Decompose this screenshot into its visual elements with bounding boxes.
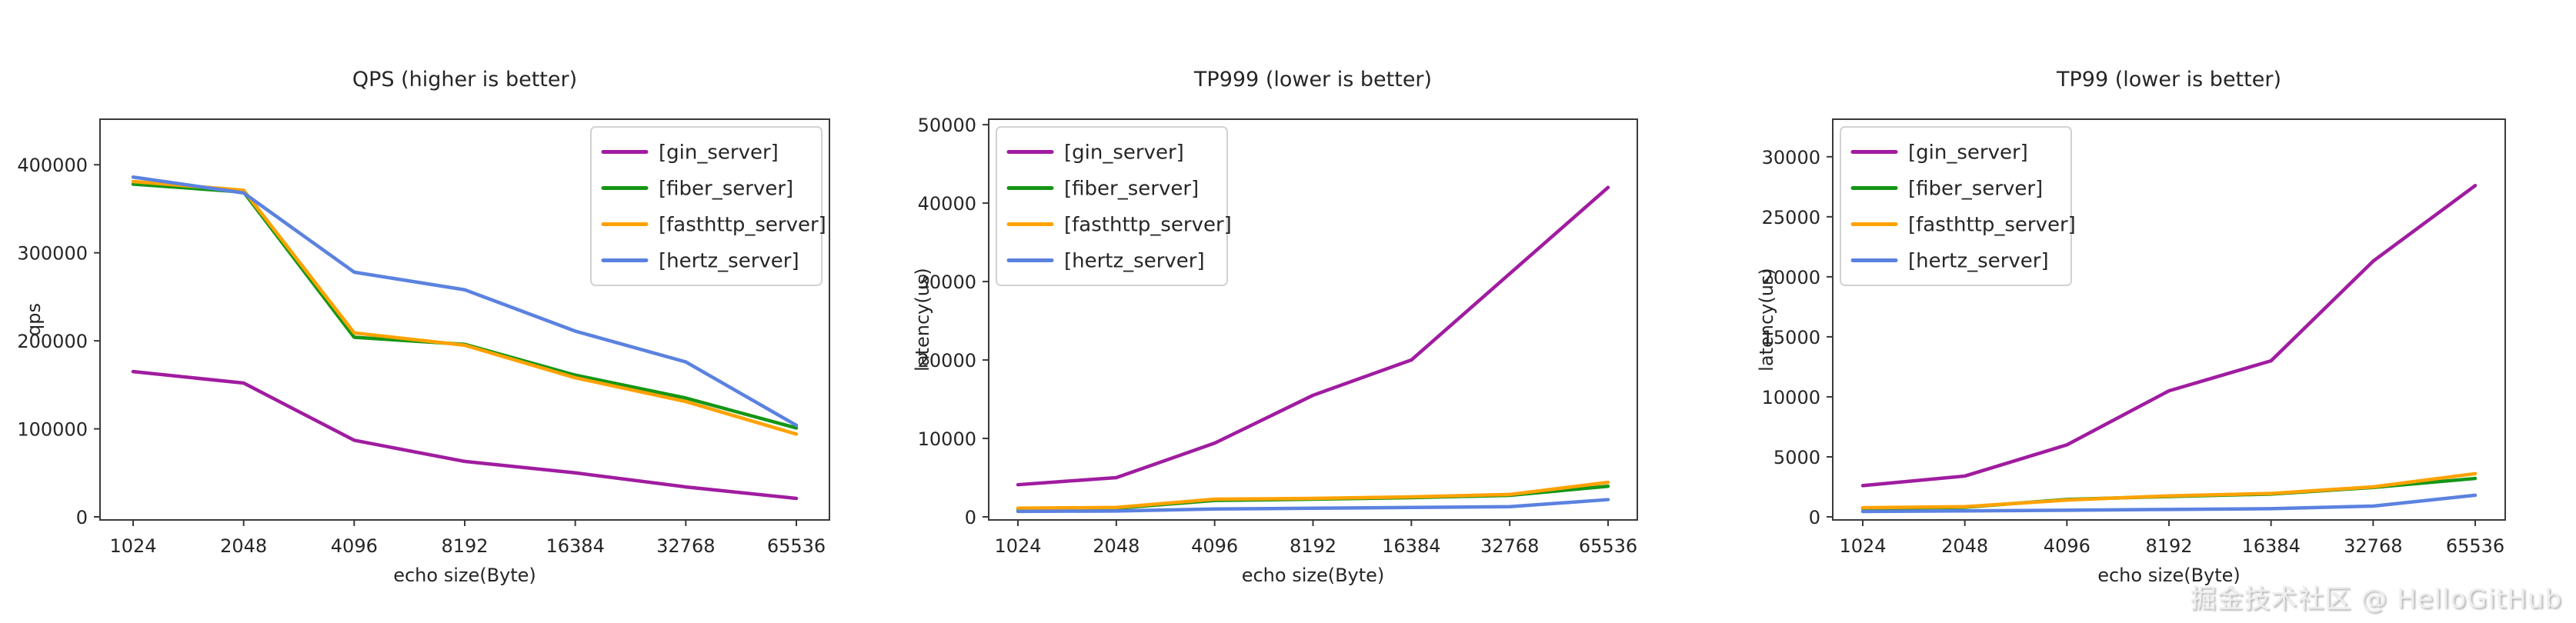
- chart-panel-tp99: TP99 (lower is better) 0 5000 10000 15000 200…: [1756, 68, 2506, 586]
- y-axis-label: latency(us): [912, 268, 933, 371]
- x-tick-label: 2048: [1093, 535, 1140, 557]
- line-gin_server: [1016, 185, 1610, 487]
- chart-title: TP99 (lower is better): [2056, 68, 2281, 92]
- legend: [gin_server] [fiber_server] [fasthttp_serv…: [590, 126, 826, 286]
- y-tick-label: 300000: [17, 243, 88, 265]
- y-tick-label: 15000: [1762, 327, 1820, 348]
- legend-label: [gin_server]: [1064, 142, 1184, 165]
- x-tick-label: 4096: [2044, 535, 2090, 557]
- y-tick-label: 25000: [1762, 207, 1820, 228]
- chart-panel-qps: QPS (higher is better) 0 100000 200000 30000…: [17, 68, 830, 586]
- x-tick-label: 8192: [2145, 535, 2192, 557]
- line-gin_server: [1860, 184, 2478, 488]
- y-tick-label: 30000: [1762, 147, 1820, 168]
- x-tick-label: 32768: [2344, 535, 2402, 557]
- x-tick-label: 1024: [109, 535, 156, 557]
- x-tick-label: 65536: [767, 535, 826, 557]
- y-tick-label: 400000: [17, 155, 88, 176]
- legend-box: [996, 126, 1228, 286]
- legend: [gin_server] [fiber_server] [fasthttp_serv…: [1840, 126, 2076, 286]
- x-tick-label: 8192: [441, 535, 488, 557]
- y-tick-label: 100000: [17, 419, 88, 441]
- x-tick-label: 16384: [2241, 535, 2300, 557]
- legend-label: [fasthttp_server]: [1908, 214, 2076, 237]
- legend-label: [fiber_server]: [1908, 178, 2043, 201]
- legend-label: [fasthttp_server]: [659, 214, 826, 237]
- y-tick-label: 0: [76, 507, 88, 528]
- x-tick-label: 16384: [546, 535, 604, 557]
- x-tick-label: 2048: [220, 535, 267, 557]
- x-tick-label: 1024: [994, 535, 1041, 557]
- watermark-text: 掘金技术社区 @ HelloGitHub: [2190, 584, 2562, 615]
- x-axis-label: echo size(Byte): [393, 565, 536, 586]
- legend-label: [hertz_server]: [659, 250, 799, 273]
- legend-label: [fiber_server]: [1064, 178, 1199, 201]
- y-tick-label: 20000: [1762, 267, 1820, 288]
- y-tick-label: 200000: [17, 331, 88, 352]
- y-tick-label: 10000: [918, 428, 976, 450]
- legend-label: [fasthttp_server]: [1064, 214, 1232, 237]
- x-tick-label: 32768: [1480, 535, 1539, 557]
- chart-panel-tp999: TP999 (lower is better) 0 10000 20000 30000 4…: [912, 68, 1638, 586]
- legend-box: [590, 126, 823, 286]
- y-tick-label: 5000: [1774, 447, 1820, 468]
- x-tick-label: 4096: [1191, 535, 1238, 557]
- x-tick-label: 4096: [331, 535, 378, 557]
- x-tick-label: 65536: [1579, 535, 1637, 557]
- x-tick-label: 1024: [1839, 535, 1886, 557]
- x-tick-label: 8192: [1290, 535, 1336, 557]
- y-axis-label: qps: [23, 303, 45, 336]
- line-hertz_server: [1016, 498, 1610, 514]
- x-axis-label: echo size(Byte): [1242, 565, 1385, 586]
- x-axis-label: echo size(Byte): [2097, 565, 2241, 586]
- x-tick-label: 65536: [2446, 535, 2504, 557]
- legend-label: [fiber_server]: [659, 178, 793, 201]
- legend: [gin_server] [fiber_server] [fasthttp_serv…: [996, 126, 1232, 286]
- chart-title: QPS (higher is better): [352, 68, 577, 92]
- legend-label: [hertz_server]: [1908, 250, 2049, 273]
- y-tick-label: 30000: [918, 272, 976, 293]
- y-axis-label: latency(us): [1756, 268, 1777, 371]
- legend-box: [1840, 126, 2072, 286]
- legend-label: [gin_server]: [1908, 142, 2028, 165]
- line-fasthttp_server: [131, 179, 799, 436]
- x-tick-label: 32768: [656, 535, 715, 557]
- legend-label: [hertz_server]: [1064, 250, 1205, 273]
- y-tick-label: 40000: [918, 193, 976, 215]
- chart-title: TP999 (lower is better): [1193, 68, 1432, 92]
- y-tick-label: 10000: [1762, 387, 1820, 408]
- line-gin_server: [131, 369, 799, 501]
- line-fasthttp_server: [1016, 480, 1610, 511]
- y-tick-label: 0: [1809, 507, 1820, 528]
- y-tick-label: 50000: [918, 115, 976, 136]
- line-hertz_server: [1860, 493, 2478, 514]
- line-fasthttp_server: [1860, 471, 2478, 510]
- x-tick-label: 2048: [1941, 535, 1988, 557]
- y-tick-label: 20000: [918, 350, 976, 371]
- y-tick-label: 0: [965, 507, 976, 528]
- line-hertz_server: [131, 175, 799, 428]
- legend-label: [gin_server]: [659, 142, 779, 165]
- x-tick-label: 16384: [1382, 535, 1440, 557]
